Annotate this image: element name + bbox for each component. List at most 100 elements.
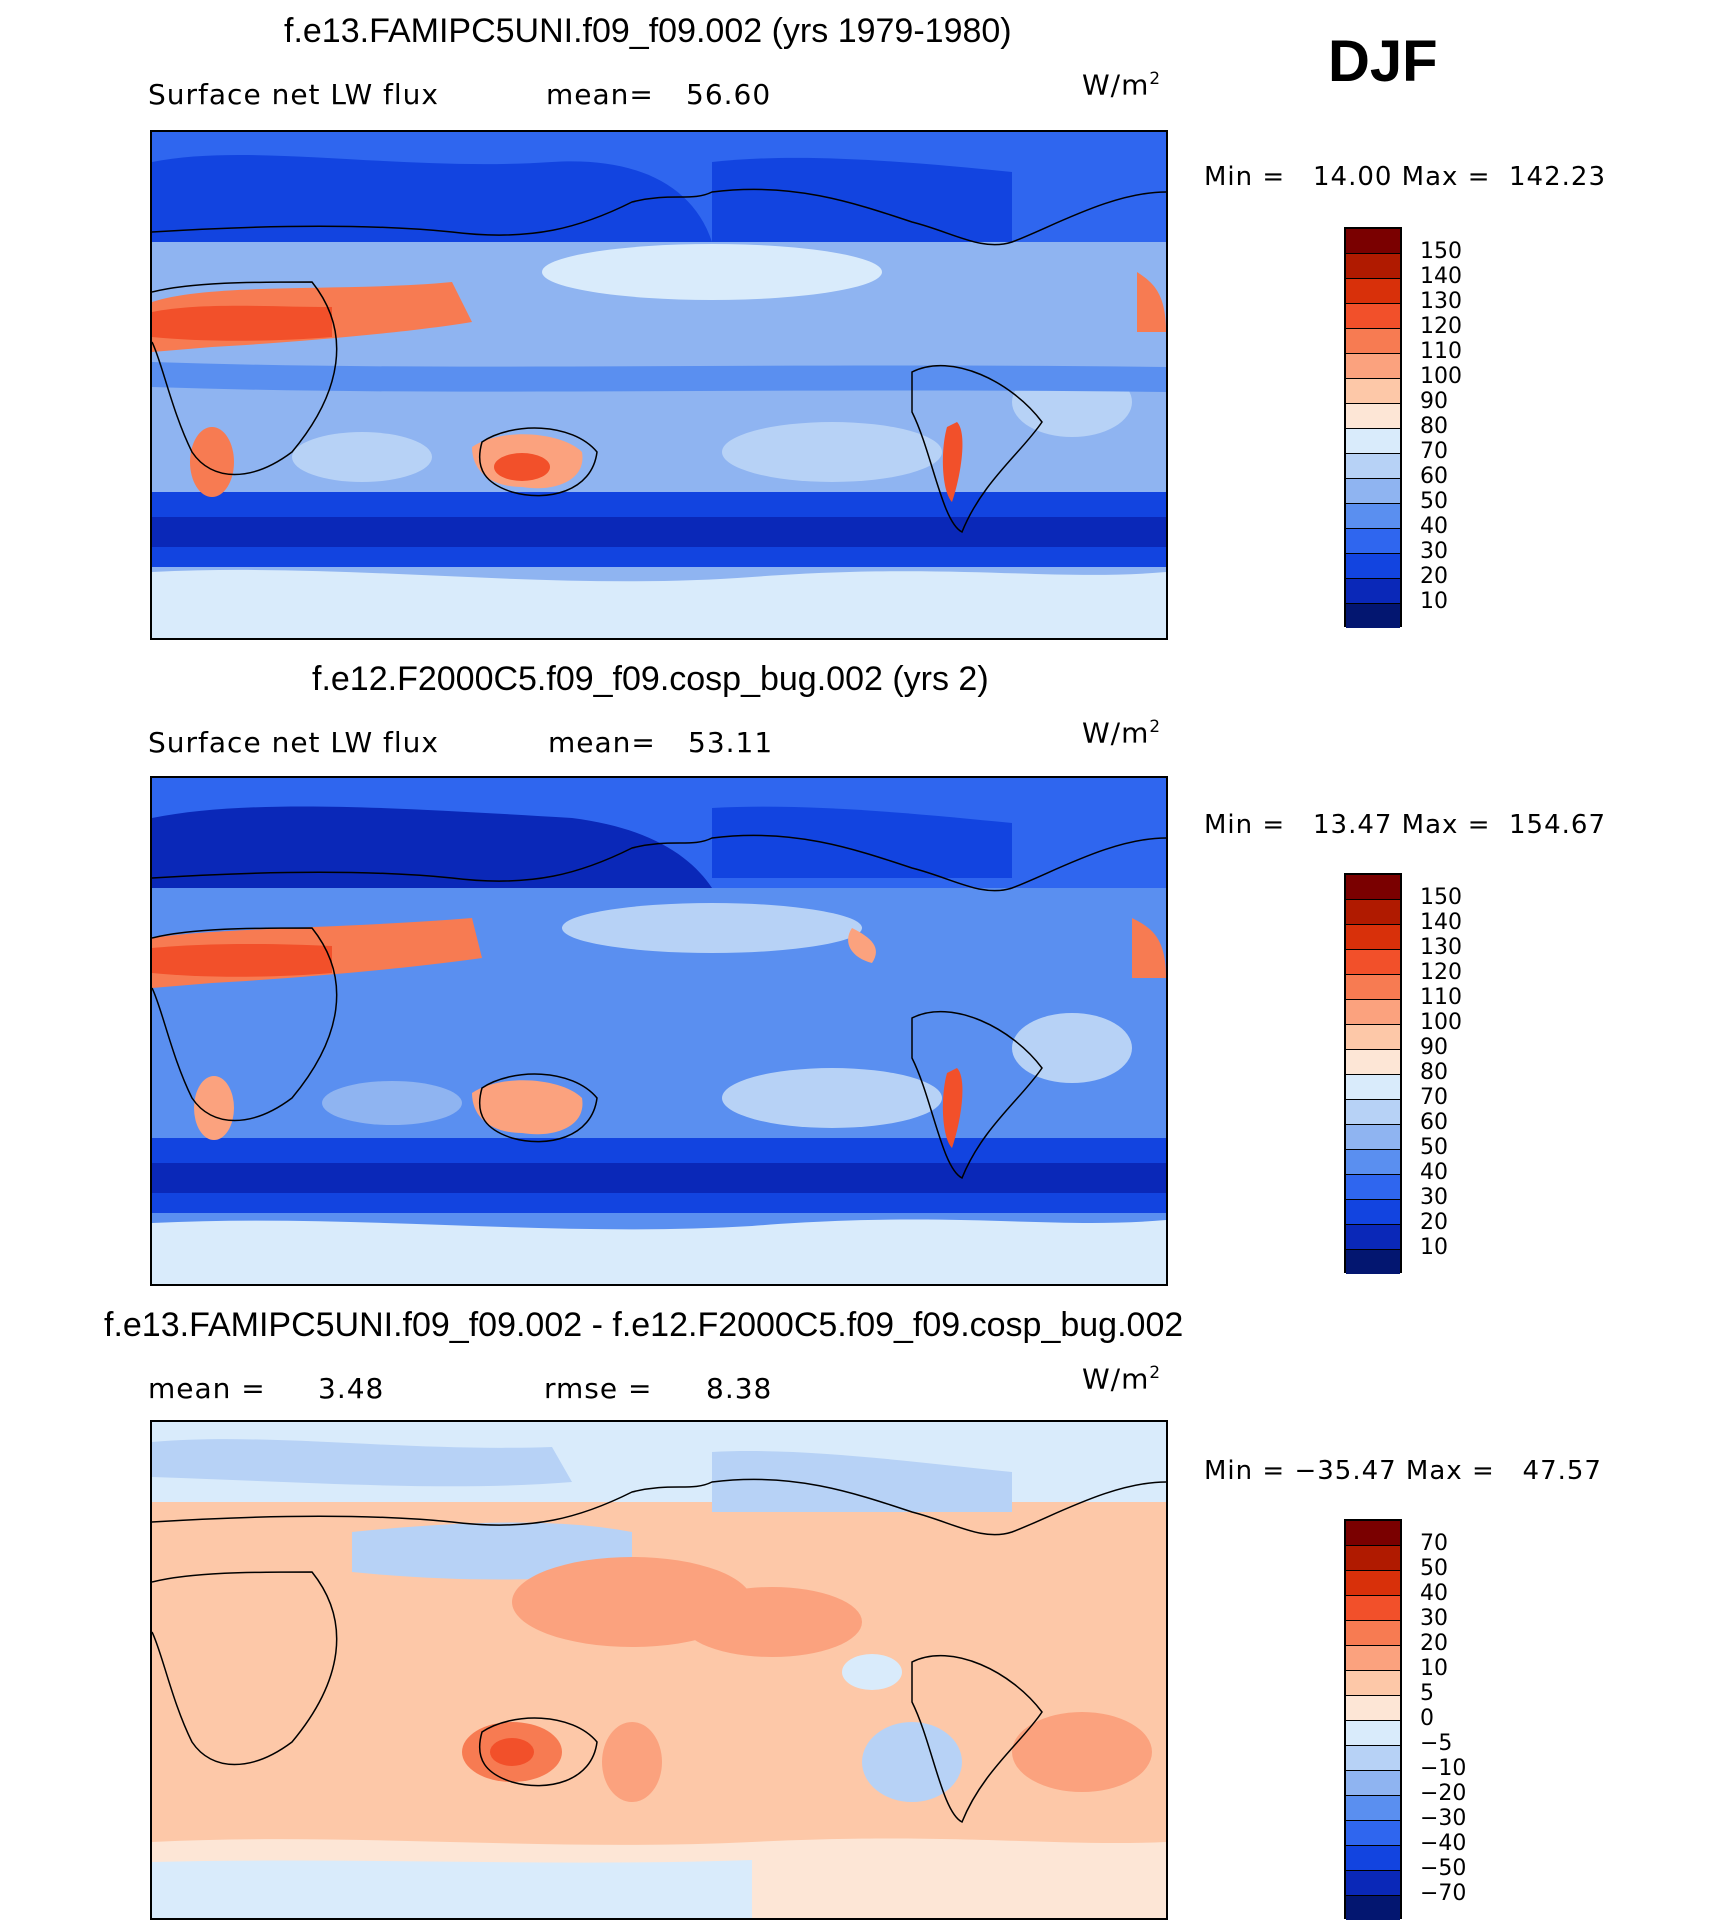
colorbar-tick: 80 <box>1420 1060 1448 1085</box>
colorbar-tick: 10 <box>1420 1235 1448 1260</box>
colorbar-swatch <box>1346 604 1400 628</box>
colorbar-swatch <box>1346 1100 1400 1125</box>
colorbar-tick: 70 <box>1420 1531 1448 1556</box>
colorbar-swatch <box>1346 975 1400 1000</box>
colorbar-tick: 30 <box>1420 1606 1448 1631</box>
colorbar-swatch <box>1346 379 1400 404</box>
colorbar-swatch <box>1346 229 1400 254</box>
panel-1-variable-label: Surface net LW flux <box>148 78 439 111</box>
panel-2-title: f.e12.F2000C5.f09_f09.cosp_bug.002 (yrs … <box>312 660 989 698</box>
colorbar-swatch <box>1346 925 1400 950</box>
colorbar-swatch <box>1346 454 1400 479</box>
panel-1-map <box>150 130 1168 640</box>
panel-2-variable-label: Surface net LW flux <box>148 726 439 759</box>
panel-1-colorbar-ticks: 150 140 130 120 110 100 90 80 70 60 50 4… <box>1420 0 1500 1924</box>
panel-1-colorbar <box>1344 227 1402 628</box>
panel-2-mean-value: 53.11 <box>688 726 774 759</box>
colorbar-tick: 140 <box>1420 264 1462 289</box>
colorbar-swatch <box>1346 504 1400 529</box>
colorbar-tick: 50 <box>1420 1135 1448 1160</box>
colorbar-swatch <box>1346 1671 1400 1696</box>
colorbar-swatch <box>1346 900 1400 925</box>
colorbar-tick: −30 <box>1420 1806 1467 1831</box>
colorbar-swatch <box>1346 1721 1400 1746</box>
colorbar-tick: 5 <box>1420 1681 1434 1706</box>
panel-2-mean-label: mean= <box>548 726 656 759</box>
colorbar-tick: 120 <box>1420 960 1462 985</box>
colorbar-swatch <box>1346 529 1400 554</box>
colorbar-swatch <box>1346 1175 1400 1200</box>
colorbar-tick: 100 <box>1420 1010 1462 1035</box>
colorbar-swatch <box>1346 579 1400 604</box>
colorbar-tick: 90 <box>1420 1035 1448 1060</box>
colorbar-swatch <box>1346 1871 1400 1896</box>
colorbar-swatch <box>1346 279 1400 304</box>
panel-3-mean-value: 3.48 <box>318 1372 385 1405</box>
colorbar-swatch <box>1346 1646 1400 1671</box>
colorbar-swatch <box>1346 1621 1400 1646</box>
panel-2-colorbar-ticks: 150 140 130 120 110 100 90 80 70 60 50 4… <box>1420 0 1500 1924</box>
colorbar-tick: 150 <box>1420 885 1462 910</box>
colorbar-swatch <box>1346 1546 1400 1571</box>
colorbar-tick: −40 <box>1420 1831 1467 1856</box>
colorbar-swatch <box>1346 1596 1400 1621</box>
colorbar-tick: 130 <box>1420 935 1462 960</box>
colorbar-swatch <box>1346 354 1400 379</box>
colorbar-swatch <box>1346 1250 1400 1274</box>
colorbar-tick: −5 <box>1420 1731 1453 1756</box>
colorbar-swatch <box>1346 1521 1400 1546</box>
colorbar-swatch <box>1346 329 1400 354</box>
colorbar-tick: 40 <box>1420 514 1448 539</box>
colorbar-swatch <box>1346 1821 1400 1846</box>
panel-2-units: W/m2 <box>1082 716 1162 750</box>
panel-3-map <box>150 1420 1168 1920</box>
colorbar-swatch <box>1346 1075 1400 1100</box>
colorbar-swatch <box>1346 1746 1400 1771</box>
colorbar-tick: 10 <box>1420 1656 1448 1681</box>
colorbar-swatch <box>1346 875 1400 900</box>
colorbar-swatch <box>1346 1050 1400 1075</box>
colorbar-swatch <box>1346 1200 1400 1225</box>
panel-1-units: W/m2 <box>1082 68 1162 102</box>
colorbar-tick: 120 <box>1420 314 1462 339</box>
panel-2-minmax: Min = 13.47 Max = 154.67 <box>1204 810 1606 840</box>
colorbar-swatch <box>1346 1896 1400 1920</box>
panel-2-map <box>150 776 1168 1286</box>
colorbar-swatch <box>1346 479 1400 504</box>
colorbar-swatch <box>1346 1696 1400 1721</box>
colorbar-tick: 60 <box>1420 1110 1448 1135</box>
panel-3-minmax: Min = −35.47 Max = 47.57 <box>1204 1456 1602 1486</box>
colorbar-tick: 40 <box>1420 1160 1448 1185</box>
colorbar-tick: 50 <box>1420 489 1448 514</box>
colorbar-swatch <box>1346 1571 1400 1596</box>
colorbar-tick: 20 <box>1420 564 1448 589</box>
colorbar-swatch <box>1346 1796 1400 1821</box>
colorbar-tick: 80 <box>1420 414 1448 439</box>
panel-1-minmax: Min = 14.00 Max = 142.23 <box>1204 162 1606 192</box>
panel-3-rmse-label: rmse = <box>544 1372 653 1405</box>
colorbar-tick: 150 <box>1420 239 1462 264</box>
colorbar-tick: 60 <box>1420 464 1448 489</box>
panel-1-mean-value: 56.60 <box>686 78 772 111</box>
colorbar-tick: 110 <box>1420 985 1462 1010</box>
colorbar-tick: −50 <box>1420 1856 1467 1881</box>
panel-1-title: f.e13.FAMIPC5UNI.f09_f09.002 (yrs 1979-1… <box>284 12 1012 50</box>
panel-3-rmse-value: 8.38 <box>706 1372 773 1405</box>
colorbar-tick: 130 <box>1420 289 1462 314</box>
colorbar-tick: −20 <box>1420 1781 1467 1806</box>
colorbar-swatch <box>1346 1000 1400 1025</box>
colorbar-swatch <box>1346 950 1400 975</box>
colorbar-swatch <box>1346 304 1400 329</box>
colorbar-swatch <box>1346 1771 1400 1796</box>
colorbar-swatch <box>1346 1846 1400 1871</box>
colorbar-tick: 110 <box>1420 339 1462 364</box>
panel-3-mean-label: mean = <box>148 1372 266 1405</box>
colorbar-swatch <box>1346 1150 1400 1175</box>
colorbar-tick: 20 <box>1420 1210 1448 1235</box>
panel-3-units: W/m2 <box>1082 1362 1162 1396</box>
colorbar-tick: 30 <box>1420 539 1448 564</box>
colorbar-tick: −10 <box>1420 1756 1467 1781</box>
colorbar-swatch <box>1346 254 1400 279</box>
panel-3-colorbar <box>1344 1519 1402 1920</box>
colorbar-tick: 50 <box>1420 1556 1448 1581</box>
